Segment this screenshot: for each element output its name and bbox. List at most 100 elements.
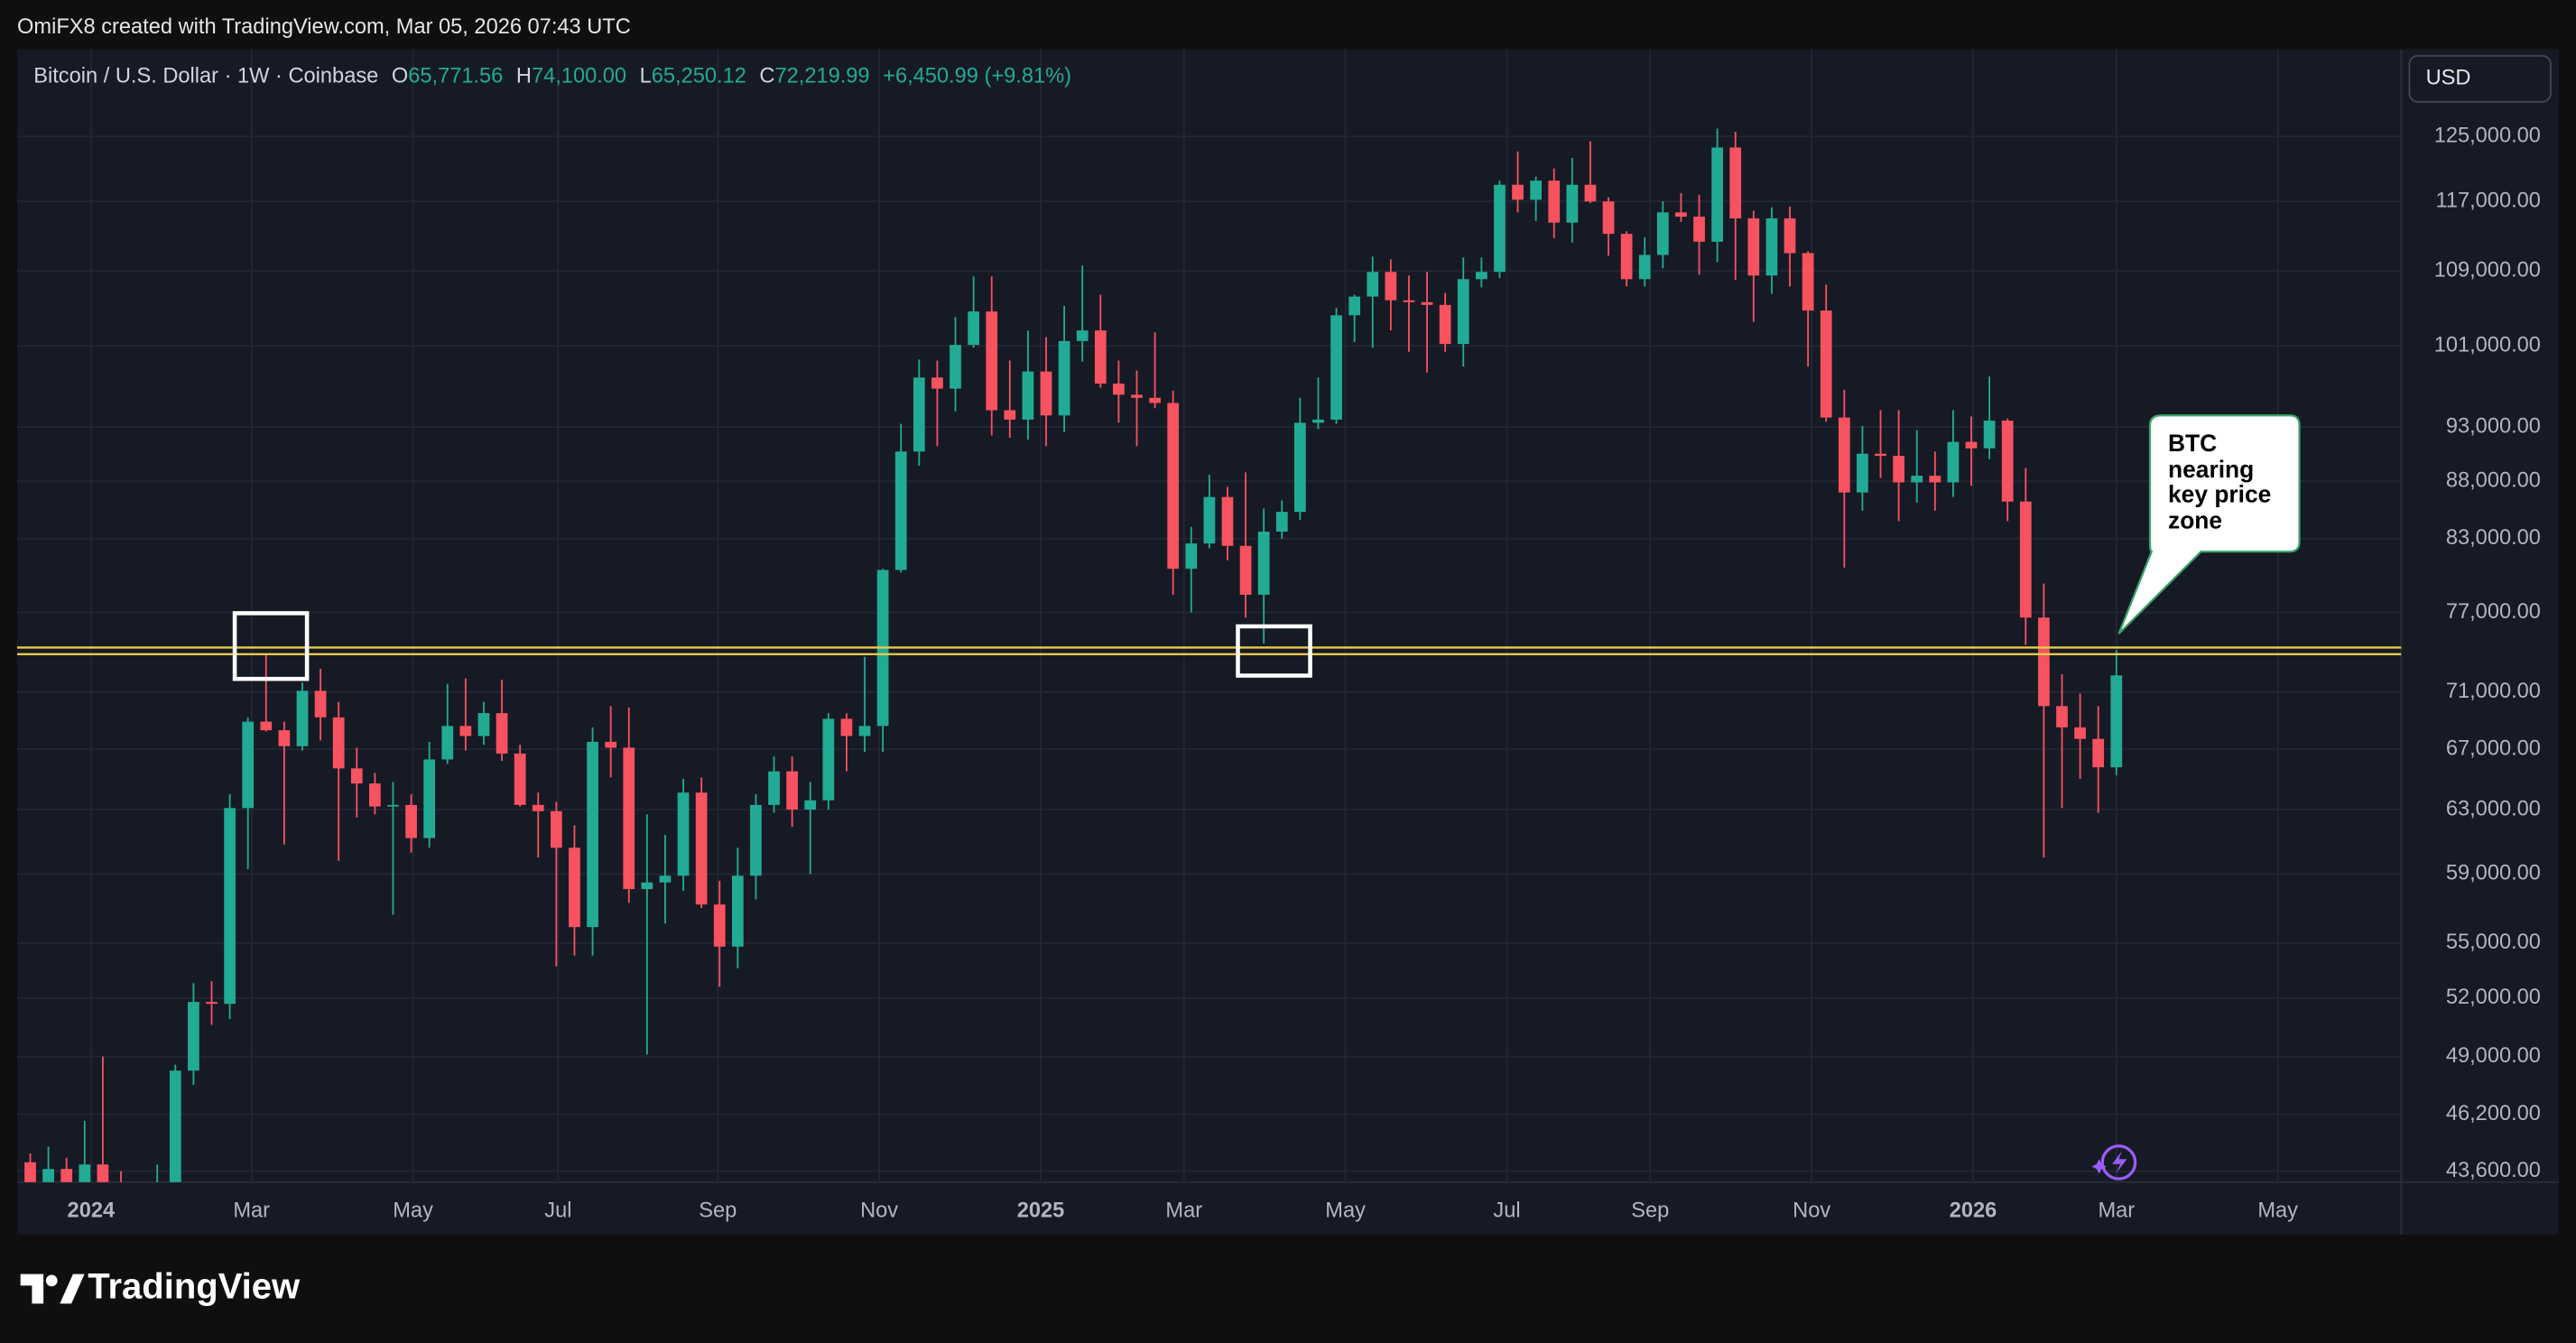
candle-body <box>332 717 345 769</box>
candle-body <box>822 718 835 801</box>
candle-body <box>1965 441 1978 449</box>
x-tick-label: May <box>393 1199 433 1223</box>
x-tick-label: Jul <box>1493 1199 1520 1223</box>
candle-body <box>731 875 744 947</box>
y-tick-label: 46,200.00 <box>2446 1102 2541 1125</box>
candle-body <box>1221 496 1234 546</box>
candle-body <box>314 690 327 718</box>
candle-body <box>1022 371 1034 420</box>
candle-body <box>623 747 635 890</box>
callout-line: key price <box>2168 480 2271 507</box>
candle-body <box>1113 383 1125 395</box>
highlight-box <box>232 611 310 681</box>
candle-body <box>1312 419 1324 423</box>
candle-body <box>1729 147 1742 218</box>
candle-body <box>768 771 780 805</box>
ohlc-key: C <box>759 65 774 88</box>
candle-body <box>1584 184 1597 202</box>
assistant-icon[interactable] <box>2091 1144 2137 1181</box>
candle-body <box>1530 181 1543 200</box>
y-tick-label: 71,000.00 <box>2446 680 2541 703</box>
candle-body <box>1784 218 1796 254</box>
candle-body <box>1403 300 1415 302</box>
candle-body <box>1566 184 1579 223</box>
candle-body <box>659 875 672 883</box>
candle-body <box>1893 456 1904 483</box>
plot <box>17 128 2402 1182</box>
candle-body <box>1385 272 1397 301</box>
ohlc-value: 72,219.99 <box>774 65 869 88</box>
chart-panel <box>17 49 2559 1235</box>
x-tick-label: 2024 <box>68 1199 116 1223</box>
candle-body <box>2038 617 2050 707</box>
x-tick-label: 2026 <box>1950 1199 1997 1223</box>
ohlc-key: O <box>392 65 408 88</box>
candle-body <box>369 783 381 807</box>
candle-body <box>1058 340 1070 416</box>
y-tick-label: 49,000.00 <box>2446 1044 2541 1068</box>
candle-body <box>1820 310 1832 418</box>
logo: TradingView <box>20 1267 301 1307</box>
candle-body <box>405 804 417 838</box>
candle-body <box>1638 255 1651 280</box>
candle-body <box>1330 315 1342 420</box>
y-tick-label: 43,600.00 <box>2446 1159 2541 1182</box>
candle-body <box>1929 476 1941 483</box>
candle-body <box>1131 394 1143 398</box>
candle-body <box>2056 706 2068 727</box>
candle-body <box>1203 496 1216 544</box>
callout-text: BTC nearing key price zone <box>2168 430 2271 533</box>
candle-body <box>423 759 436 838</box>
candle-body <box>1512 184 1524 200</box>
currency-button[interactable] <box>2408 54 2552 103</box>
candle-body <box>1167 403 1180 570</box>
candle-body <box>2110 675 2123 768</box>
x-tick-label: Mar <box>2098 1199 2135 1223</box>
candle-body <box>350 768 363 784</box>
candle-body <box>1693 217 1705 242</box>
candle-body <box>2019 501 2032 618</box>
candle-body <box>931 377 943 389</box>
candle-body <box>695 792 708 905</box>
y-tick-label: 109,000.00 <box>2434 259 2541 282</box>
candle-body <box>1747 218 1760 276</box>
candle-body <box>477 713 490 736</box>
callout-line: BTC <box>2168 430 2217 457</box>
ohlc-value: 65,250.12 <box>652 65 746 88</box>
y-tick-label: 77,000.00 <box>2446 600 2541 624</box>
candle-body <box>169 1070 181 1182</box>
y-tick-label: 93,000.00 <box>2446 414 2541 438</box>
x-tick-label: Sep <box>699 1199 737 1223</box>
candle-body <box>514 753 526 805</box>
candle-body <box>1675 212 1687 218</box>
ohlc-key: H <box>516 65 532 88</box>
x-tick-label: Nov <box>860 1199 898 1223</box>
candle-body <box>840 718 853 736</box>
highlight-box <box>1236 624 1312 678</box>
candle-body <box>968 311 979 346</box>
candle-body <box>459 726 472 736</box>
legend: Bitcoin / U.S. Dollar · 1W · Coinbase O65… <box>33 65 1071 88</box>
candle-body <box>858 726 871 736</box>
candle-body <box>587 741 598 928</box>
candle-body <box>550 810 562 848</box>
axes: 125,000.00 117,000.00 109,000.00 101,000.00… <box>68 124 2541 1222</box>
candle-body <box>1620 234 1633 280</box>
candle-body <box>79 1164 91 1182</box>
y-tick-label: 125,000.00 <box>2434 124 2541 147</box>
candle-body <box>1602 201 1615 235</box>
logo-text: TradingView <box>88 1267 301 1307</box>
candle-body <box>1765 218 1778 276</box>
y-tick-label: 101,000.00 <box>2434 333 2541 357</box>
ohlc-value: 74,100.00 <box>532 65 626 88</box>
x-tick-label: Nov <box>1793 1199 1830 1223</box>
candle-body <box>913 377 925 452</box>
candle-body <box>1094 330 1107 384</box>
candle-body <box>1257 532 1270 595</box>
candle-body <box>641 882 653 890</box>
candle-body <box>496 713 508 754</box>
x-tick-label: May <box>2257 1199 2298 1223</box>
y-tick-label: 52,000.00 <box>2446 986 2541 1009</box>
